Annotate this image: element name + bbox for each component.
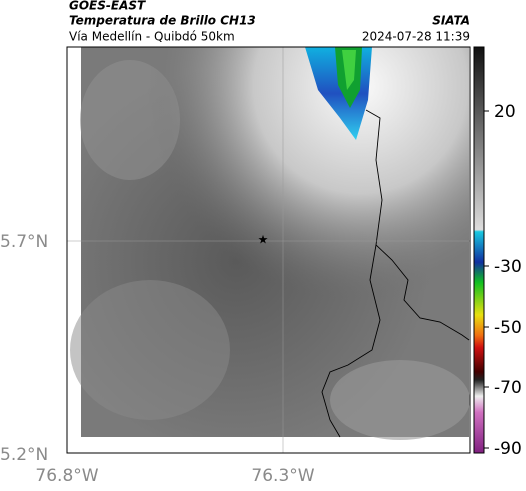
subtitle: Vía Medellín - Quibdó 50km — [69, 30, 235, 44]
lon-label: 76.8°W — [35, 466, 98, 486]
map-frame — [66, 46, 471, 454]
boundary — [321, 244, 381, 438]
cold-core — [342, 50, 356, 90]
colorbar-tick-label: -50 — [494, 318, 522, 338]
lon-label: 76.3°W — [251, 466, 314, 486]
colorbar-tick-label: -90 — [494, 439, 522, 459]
source: SIATA — [432, 14, 470, 28]
datetime: 2024-07-28 11:39 — [362, 30, 470, 44]
colorbar-tick-label: 20 — [494, 102, 516, 122]
satellite: GOES-EAST — [69, 0, 146, 13]
lat-label: 5.2°N — [0, 445, 48, 465]
location-marker: ★ — [258, 233, 269, 247]
colorbar-tick-label: -70 — [494, 378, 522, 398]
lat-label: 5.7°N — [0, 232, 48, 252]
boundaries — [321, 109, 470, 438]
satellite-image — [70, 47, 470, 440]
colorbar — [473, 46, 485, 454]
colorbar-tick-label: -30 — [494, 257, 522, 277]
cloud — [81, 47, 469, 437]
boundary — [365, 109, 470, 341]
colorbar-ticks: 20 -30 -50 -70 -90 — [484, 102, 522, 459]
title: Temperatura de Brillo CH13 — [69, 14, 256, 28]
